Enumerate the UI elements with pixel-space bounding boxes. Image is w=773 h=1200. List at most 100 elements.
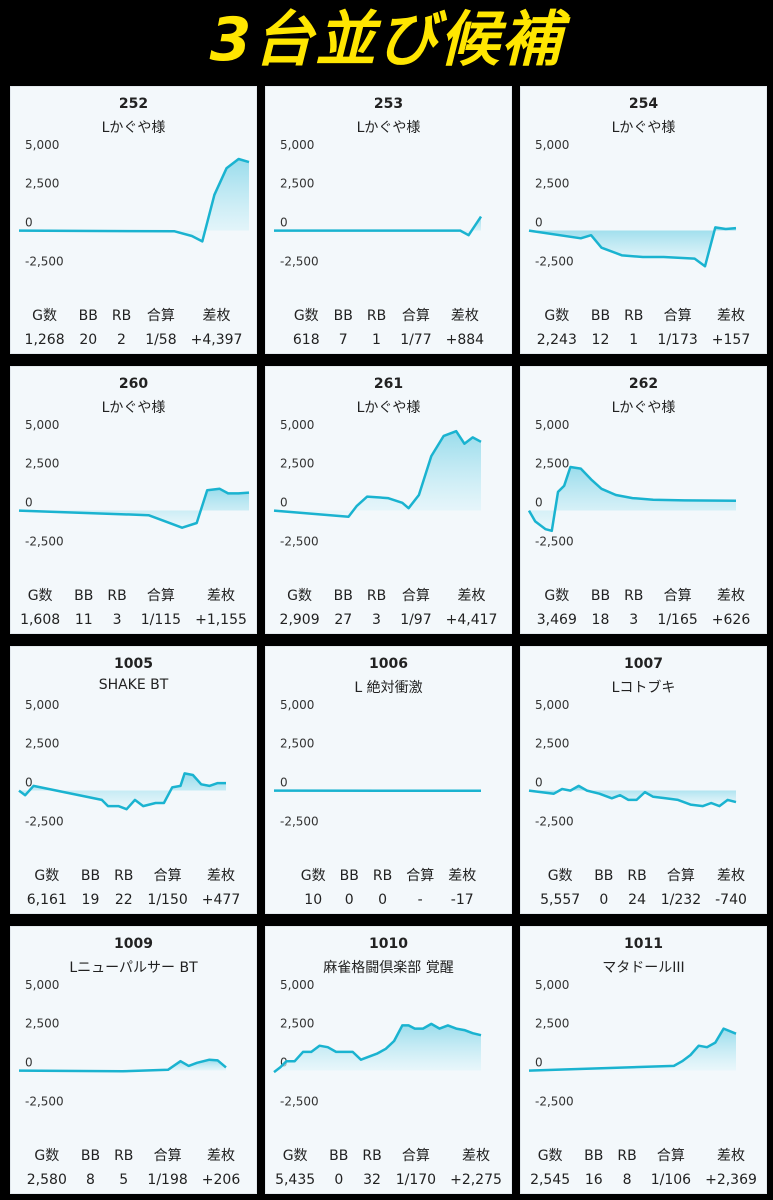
stat-value: 618 bbox=[292, 332, 320, 348]
payout-line bbox=[18, 1058, 227, 1073]
stat-column: RB 3 bbox=[624, 587, 643, 629]
stat-label: 合算 bbox=[401, 588, 430, 604]
y-tick-label: 2,500 bbox=[25, 177, 59, 191]
machine-card[interactable]: 1005 SHAKE BT 5,000 2,500 0 -2,500 G数 6,161 BB 19… bbox=[10, 646, 257, 914]
stat-label: BB bbox=[594, 868, 614, 884]
stat-column: RB 22 bbox=[114, 867, 133, 909]
machine-card[interactable]: 1006 L 絶対衝激 5,000 2,500 0 -2,500 G数 10 BB 0 RB 0 合算 -… bbox=[265, 646, 512, 914]
stats-row: G数 2,580 BB 8 RB 5 合算 1/198 差枚 +206 bbox=[11, 1147, 256, 1189]
stat-column: 差枚 +626 bbox=[712, 587, 750, 629]
y-tick-label: 2,500 bbox=[535, 1017, 569, 1031]
stat-label: G数 bbox=[287, 588, 312, 604]
stat-label: BB bbox=[333, 588, 353, 604]
stat-column: BB 0 bbox=[329, 1147, 348, 1189]
stat-value: 1 bbox=[372, 332, 381, 348]
stat-value: +4,397 bbox=[190, 332, 243, 348]
stat-value: 1/115 bbox=[140, 612, 182, 628]
machine-number: 1011 bbox=[624, 936, 663, 952]
stat-value: 19 bbox=[81, 892, 100, 908]
stat-label: G数 bbox=[282, 1148, 308, 1164]
stat-label: BB bbox=[333, 308, 353, 324]
y-tick-label: 5,000 bbox=[535, 138, 569, 152]
stat-label: G数 bbox=[544, 588, 570, 604]
machine-card[interactable]: 260 Lかぐや様 5,000 2,500 0 -2,500 G数 1,608 BB 11 RB 3 合… bbox=[10, 366, 257, 634]
machine-name: Lかぐや様 bbox=[356, 120, 421, 136]
stat-column: RB 5 bbox=[114, 1147, 133, 1189]
stat-label: 合算 bbox=[146, 308, 175, 324]
stat-label: BB bbox=[590, 588, 611, 604]
stat-column: RB 2 bbox=[112, 307, 131, 349]
stat-label: RB bbox=[624, 308, 644, 324]
stat-label: RB bbox=[107, 588, 127, 604]
stat-value: +477 bbox=[201, 892, 241, 908]
payout-line bbox=[528, 784, 737, 808]
machine-name: Lコトブキ bbox=[611, 680, 676, 696]
stat-value: 5,557 bbox=[540, 892, 581, 908]
payout-area bbox=[274, 1023, 481, 1073]
machine-card[interactable]: 1010 麻雀格闘倶楽部 覚醒 5,000 2,500 0 -2,500 G数 5,435 BB… bbox=[265, 926, 512, 1194]
stat-value: 1 bbox=[629, 332, 639, 348]
stats-row: G数 5,557 BB 0 RB 24 合算 1/232 差枚 -740 bbox=[521, 867, 766, 909]
stat-value: -17 bbox=[450, 892, 474, 908]
stat-value: 10 bbox=[304, 892, 323, 908]
machine-card[interactable]: 254 Lかぐや様 5,000 2,500 0 -2,500 G数 2,243 BB 12 RB 1 合… bbox=[520, 86, 767, 354]
stat-value: 5,435 bbox=[275, 1172, 316, 1188]
stat-column: G数 3,469 bbox=[537, 587, 577, 629]
stat-label: G数 bbox=[293, 308, 319, 324]
stat-column: RB 32 bbox=[362, 1147, 381, 1189]
machine-number: 253 bbox=[373, 96, 404, 112]
machine-card[interactable]: 1007 Lコトブキ 5,000 2,500 0 -2,500 G数 5,557 BB 0 RB 24… bbox=[520, 646, 767, 914]
stats-row: G数 2,909 BB 27 RB 3 合算 1/97 差枚 +4,417 bbox=[266, 587, 511, 629]
stat-column: 差枚 +1,155 bbox=[195, 587, 247, 629]
stat-column: G数 1,268 bbox=[25, 307, 65, 349]
stats-row: G数 1,268 BB 20 RB 2 合算 1/58 差枚 +4,397 bbox=[11, 307, 256, 349]
stat-label: 合算 bbox=[406, 868, 435, 884]
stat-label: BB bbox=[339, 868, 359, 884]
y-tick-label: 0 bbox=[535, 496, 543, 510]
machine-card[interactable]: 262 Lかぐや様 5,000 2,500 0 -2,500 G数 3,469 BB 18 RB 3 合… bbox=[520, 366, 767, 634]
stats-row: G数 2,545 BB 16 RB 8 合算 1/106 差枚 +2,369 bbox=[521, 1147, 766, 1189]
stat-column: 合算 - bbox=[406, 867, 434, 909]
stat-value: 1/97 bbox=[400, 612, 432, 628]
stats-row: G数 5,435 BB 0 RB 32 合算 1/170 差枚 +2,275 bbox=[266, 1147, 511, 1189]
machine-name: L 絶対衝激 bbox=[354, 680, 423, 696]
stat-value: 2,243 bbox=[536, 332, 577, 348]
machine-name: Lかぐや様 bbox=[611, 120, 676, 136]
machine-card[interactable]: 261 Lかぐや様 5,000 2,500 0 -2,500 G数 2,909 BB 27 RB 3 合… bbox=[265, 366, 512, 634]
stat-label: 合算 bbox=[663, 588, 692, 604]
machine-name: Lかぐや様 bbox=[356, 400, 421, 416]
stats-row: G数 1,608 BB 11 RB 3 合算 1/115 差枚 +1,155 bbox=[11, 587, 256, 629]
y-tick-label: 5,000 bbox=[535, 698, 569, 712]
stat-label: RB bbox=[114, 1148, 134, 1164]
stat-column: BB 11 bbox=[74, 587, 93, 629]
stat-value: 8 bbox=[622, 1172, 632, 1188]
y-tick-label: 5,000 bbox=[25, 978, 59, 992]
stat-value: 11 bbox=[74, 612, 93, 628]
machine-number: 1010 bbox=[369, 936, 408, 952]
payout-line bbox=[18, 487, 250, 529]
stat-label: 差枚 bbox=[717, 1148, 745, 1164]
stat-value: 24 bbox=[628, 892, 646, 908]
machine-card[interactable]: 1011 マタドールIII 5,000 2,500 0 -2,500 G数 2,545 BB 16… bbox=[520, 926, 767, 1194]
payout-line bbox=[527, 465, 737, 533]
stat-column: 差枚 +157 bbox=[712, 307, 750, 349]
stat-value: +157 bbox=[711, 332, 751, 348]
stat-value: 5 bbox=[119, 1172, 129, 1188]
stat-label: G数 bbox=[300, 868, 326, 884]
stat-label: 差枚 bbox=[717, 588, 745, 604]
y-tick-label: -2,500 bbox=[25, 814, 64, 828]
payout-area bbox=[529, 1028, 736, 1071]
machine-card[interactable]: 253 Lかぐや様 5,000 2,500 0 -2,500 G数 618 BB 7 RB 1 合算 1/… bbox=[265, 86, 512, 354]
machine-number: 1007 bbox=[624, 656, 663, 672]
stat-value: 8 bbox=[86, 1172, 95, 1188]
machine-card[interactable]: 252 Lかぐや様 5,000 2,500 0 -2,500 G数 1,268 BB 20 RB 2 合… bbox=[10, 86, 257, 354]
machine-number: 1006 bbox=[369, 656, 408, 672]
machine-card[interactable]: 1009 Lニューパルサー BT 5,000 2,500 0 -2,500 G数 2,580 B… bbox=[10, 926, 257, 1194]
stat-label: G数 bbox=[34, 868, 60, 884]
